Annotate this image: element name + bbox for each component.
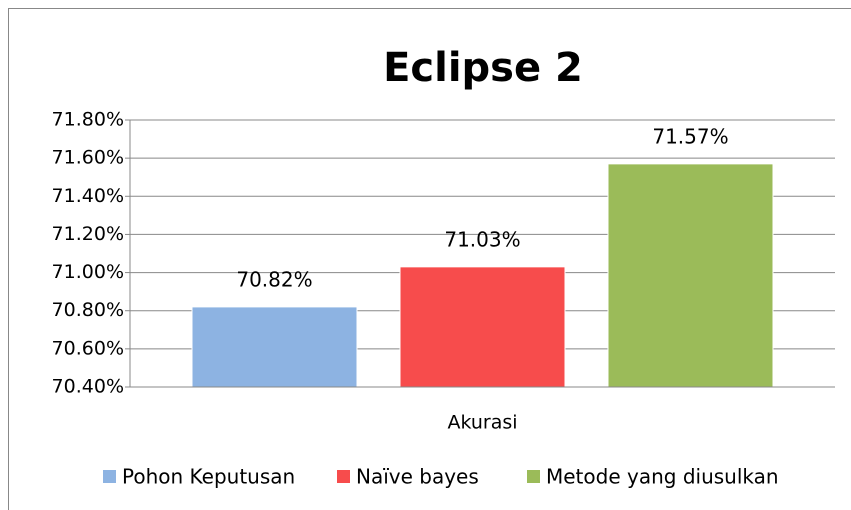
y-tick-label: 70.80%: [52, 299, 124, 321]
legend-label: Metode yang diusulkan: [546, 465, 779, 489]
y-tick-label: 71.40%: [52, 185, 124, 207]
legend-swatch: [103, 470, 116, 483]
legend-label: Naïve bayes: [356, 465, 479, 489]
y-tick-label: 70.40%: [52, 376, 124, 398]
chart-title: Eclipse 2: [383, 45, 583, 91]
y-tick-label: 71.80%: [52, 109, 124, 131]
value-label: 71.03%: [444, 227, 520, 251]
y-tick-label: 71.60%: [52, 147, 124, 169]
x-tick-label: Akurasi: [447, 412, 517, 434]
legend-label: Pohon Keputusan: [122, 465, 295, 489]
y-tick-label: 71.00%: [52, 261, 124, 283]
bar: [607, 163, 774, 388]
value-label: 71.57%: [652, 124, 728, 148]
bar: [399, 266, 566, 388]
value-label: 70.82%: [236, 267, 312, 291]
legend-swatch: [527, 470, 540, 483]
bar: [191, 306, 358, 388]
y-tick-label: 70.60%: [52, 337, 124, 359]
legend-swatch: [337, 470, 350, 483]
y-tick-label: 71.20%: [52, 223, 124, 245]
